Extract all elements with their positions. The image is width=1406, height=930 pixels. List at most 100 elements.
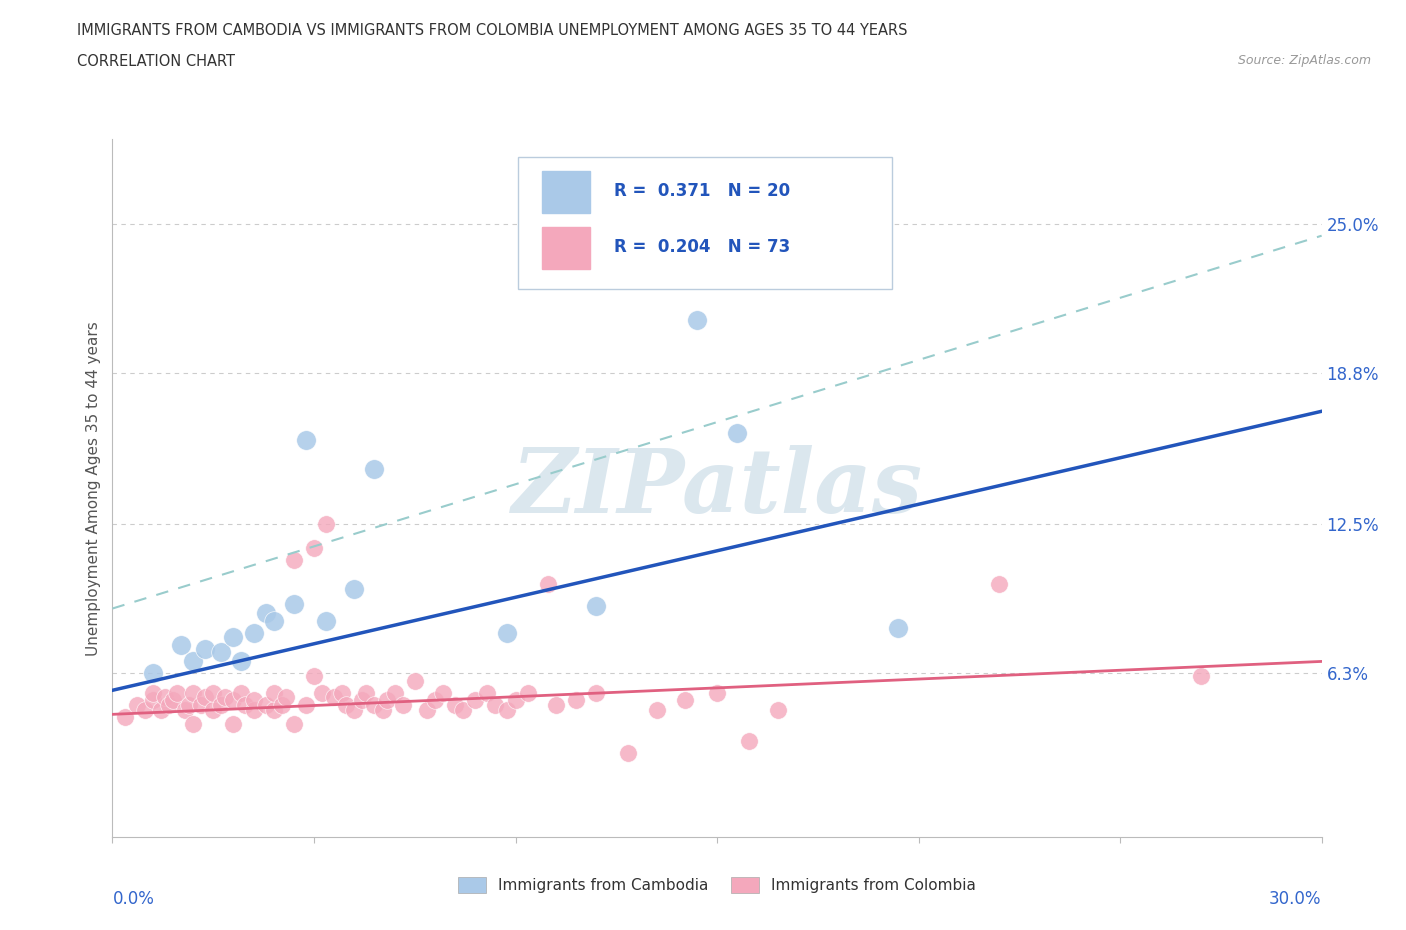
Point bbox=[231, 654, 253, 669]
Point bbox=[516, 685, 538, 700]
Point bbox=[451, 702, 474, 717]
Point bbox=[343, 582, 366, 597]
Point bbox=[645, 702, 668, 717]
Point bbox=[181, 654, 204, 669]
Point bbox=[505, 693, 527, 708]
Point bbox=[254, 605, 277, 620]
Point bbox=[477, 685, 499, 700]
Point bbox=[235, 698, 257, 712]
Text: 30.0%: 30.0% bbox=[1270, 890, 1322, 908]
Point bbox=[222, 630, 245, 644]
Point bbox=[706, 685, 728, 700]
Y-axis label: Unemployment Among Ages 35 to 44 years: Unemployment Among Ages 35 to 44 years bbox=[86, 321, 101, 656]
Point bbox=[738, 734, 761, 749]
Point bbox=[222, 716, 245, 731]
Point bbox=[270, 698, 292, 712]
Point bbox=[254, 698, 277, 712]
Point bbox=[283, 553, 305, 568]
Point bbox=[330, 685, 353, 700]
Point bbox=[263, 685, 285, 700]
FancyBboxPatch shape bbox=[517, 157, 893, 289]
Text: R =  0.371   N = 20: R = 0.371 N = 20 bbox=[614, 182, 790, 200]
Point bbox=[209, 698, 232, 712]
Legend: Immigrants from Cambodia, Immigrants from Colombia: Immigrants from Cambodia, Immigrants fro… bbox=[453, 870, 981, 899]
Point bbox=[988, 577, 1011, 591]
Point bbox=[585, 685, 607, 700]
Point bbox=[315, 613, 337, 628]
Text: 0.0%: 0.0% bbox=[112, 890, 155, 908]
Point bbox=[114, 710, 136, 724]
Point bbox=[153, 690, 176, 705]
Point bbox=[544, 698, 567, 712]
Point bbox=[166, 685, 188, 700]
Point bbox=[302, 541, 325, 556]
Point bbox=[404, 673, 426, 688]
Point bbox=[242, 625, 264, 640]
Point bbox=[274, 690, 297, 705]
Point bbox=[209, 644, 232, 659]
Point bbox=[214, 690, 236, 705]
Point bbox=[222, 693, 245, 708]
Point bbox=[283, 716, 305, 731]
Point bbox=[134, 702, 156, 717]
Point bbox=[725, 426, 748, 441]
Point bbox=[585, 599, 607, 614]
FancyBboxPatch shape bbox=[541, 227, 591, 269]
Point bbox=[484, 698, 506, 712]
Point bbox=[343, 702, 366, 717]
Point bbox=[157, 698, 180, 712]
Point bbox=[384, 685, 406, 700]
Point bbox=[363, 698, 385, 712]
Point bbox=[295, 698, 318, 712]
Point bbox=[181, 716, 204, 731]
Point bbox=[190, 698, 212, 712]
Point bbox=[537, 577, 560, 591]
Point bbox=[177, 698, 200, 712]
Point bbox=[125, 698, 148, 712]
Point bbox=[283, 596, 305, 611]
Point bbox=[496, 702, 519, 717]
Point bbox=[766, 702, 789, 717]
Text: CORRELATION CHART: CORRELATION CHART bbox=[77, 54, 235, 69]
Point bbox=[170, 637, 193, 652]
Text: R =  0.204   N = 73: R = 0.204 N = 73 bbox=[614, 238, 790, 256]
Point bbox=[496, 625, 519, 640]
Point bbox=[423, 693, 446, 708]
Point bbox=[323, 690, 346, 705]
Point bbox=[617, 745, 640, 760]
Point bbox=[194, 642, 217, 657]
Point bbox=[1189, 669, 1212, 684]
Point bbox=[302, 669, 325, 684]
Point bbox=[352, 693, 374, 708]
Point bbox=[174, 702, 197, 717]
Point bbox=[149, 702, 172, 717]
Point bbox=[363, 461, 385, 476]
Point bbox=[375, 693, 398, 708]
Point bbox=[263, 613, 285, 628]
Point bbox=[162, 693, 184, 708]
Point bbox=[335, 698, 357, 712]
Point bbox=[565, 693, 588, 708]
Point bbox=[202, 702, 225, 717]
Point bbox=[391, 698, 413, 712]
Point bbox=[242, 693, 264, 708]
Point bbox=[231, 685, 253, 700]
Point bbox=[444, 698, 467, 712]
Point bbox=[464, 693, 486, 708]
Point bbox=[315, 517, 337, 532]
Point bbox=[311, 685, 333, 700]
FancyBboxPatch shape bbox=[541, 171, 591, 213]
Point bbox=[142, 693, 165, 708]
Point bbox=[356, 685, 378, 700]
Point bbox=[142, 666, 165, 681]
Point bbox=[142, 685, 165, 700]
Point bbox=[432, 685, 454, 700]
Text: Source: ZipAtlas.com: Source: ZipAtlas.com bbox=[1237, 54, 1371, 67]
Point bbox=[295, 432, 318, 447]
Point bbox=[242, 702, 264, 717]
Point bbox=[887, 620, 910, 635]
Point bbox=[181, 685, 204, 700]
Point bbox=[416, 702, 439, 717]
Text: IMMIGRANTS FROM CAMBODIA VS IMMIGRANTS FROM COLOMBIA UNEMPLOYMENT AMONG AGES 35 : IMMIGRANTS FROM CAMBODIA VS IMMIGRANTS F… bbox=[77, 23, 908, 38]
Point bbox=[371, 702, 394, 717]
